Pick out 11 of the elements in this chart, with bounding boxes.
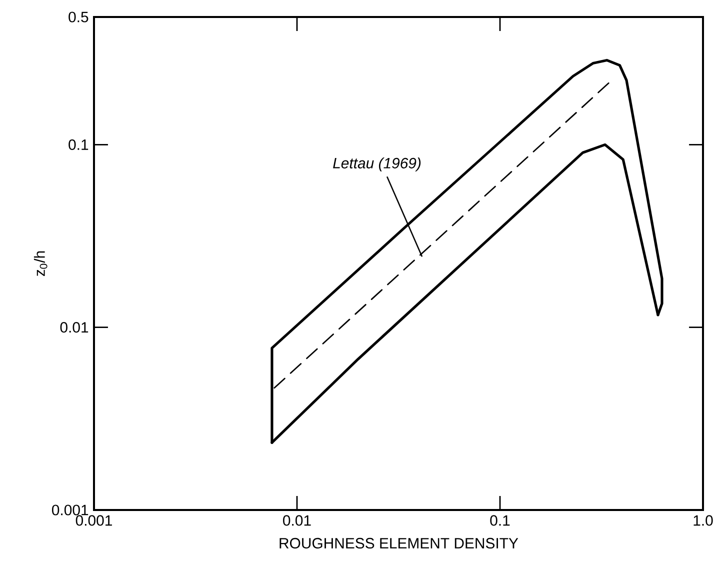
y-tick-label: 0.01 [60,322,88,333]
x-tick-label: 1.0 [694,515,713,526]
x-axis-title: ROUGHNESS ELEMENT DENSITY [280,538,518,549]
y-tick-label: 0.001 [52,504,88,516]
y-axis-title: z$_{0}$/h [34,251,48,276]
annotation: Lettau (1969) [333,157,421,172]
x-tick-label: 0.1 [490,515,510,526]
y-tick-label: 0.5 [68,12,88,22]
y-tick-label: 0.1 [68,139,88,150]
x-tick-label: 0.01 [283,515,311,526]
x-tick-label: 0.001 [76,515,112,526]
